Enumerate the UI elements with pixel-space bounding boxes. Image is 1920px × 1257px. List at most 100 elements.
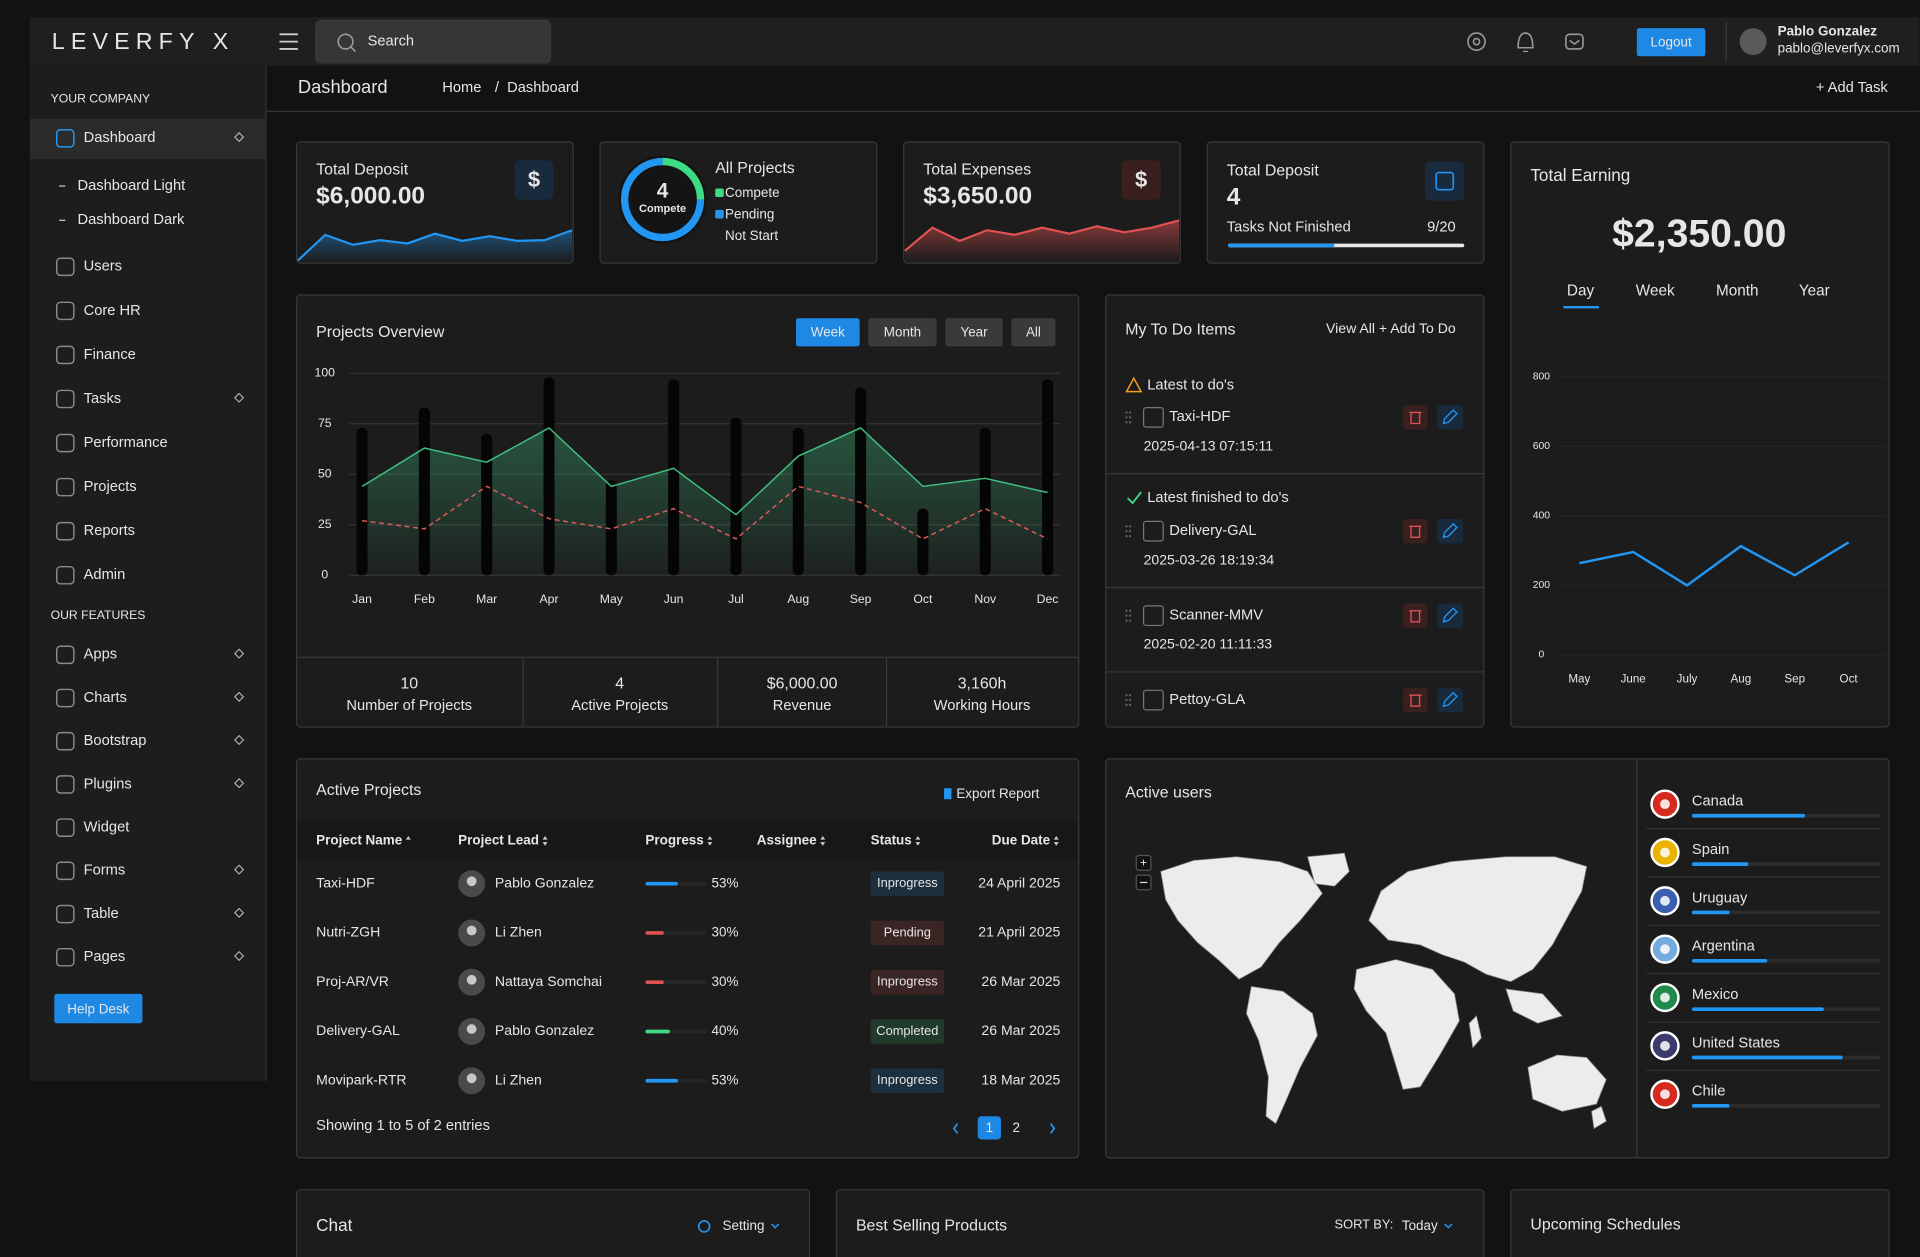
earning-tab[interactable]: Year bbox=[1799, 282, 1830, 299]
expand-arrow[interactable] bbox=[233, 392, 245, 403]
add-task[interactable]: + Add Task bbox=[1816, 80, 1889, 96]
filter-button[interactable] bbox=[868, 318, 937, 347]
nav-item[interactable]: Widget bbox=[84, 820, 130, 836]
bar bbox=[1042, 379, 1054, 576]
filter-label[interactable]: Month bbox=[884, 324, 921, 339]
nav-item[interactable]: Apps bbox=[84, 647, 117, 663]
page-number[interactable]: 1 bbox=[986, 1120, 993, 1135]
sort-arrows bbox=[542, 835, 548, 846]
earning-tab[interactable]: Day bbox=[1567, 282, 1595, 299]
edit-button[interactable] bbox=[1437, 405, 1464, 430]
next-page[interactable] bbox=[1049, 1123, 1056, 1134]
nav-item[interactable]: Bootstrap bbox=[84, 733, 147, 749]
nav-item[interactable]: Core HR bbox=[84, 303, 141, 319]
checkbox[interactable] bbox=[1142, 605, 1164, 627]
bar bbox=[418, 407, 430, 576]
delete-button[interactable] bbox=[1403, 405, 1428, 430]
expand-arrow[interactable] bbox=[233, 864, 245, 875]
logout-label[interactable]: Logout bbox=[1651, 34, 1692, 49]
search-box[interactable] bbox=[314, 19, 552, 64]
column-header[interactable]: Project Name bbox=[316, 832, 403, 847]
filter-button[interactable] bbox=[945, 318, 1003, 347]
expand-arrow[interactable] bbox=[233, 778, 245, 789]
status-label: Inprogress bbox=[877, 974, 938, 989]
sort-value[interactable]: Today bbox=[1402, 1218, 1438, 1233]
nav-item[interactable]: Reports bbox=[84, 523, 135, 539]
nav-item[interactable]: Charts bbox=[84, 690, 127, 706]
nav-item[interactable]: Forms bbox=[84, 863, 126, 879]
filter-button[interactable] bbox=[1011, 318, 1056, 347]
drag-handle bbox=[1125, 698, 1128, 702]
delete-button[interactable] bbox=[1403, 687, 1428, 713]
column-header[interactable]: Due Date bbox=[992, 832, 1051, 847]
expand-arrow[interactable] bbox=[233, 648, 245, 659]
prev-page[interactable] bbox=[952, 1123, 959, 1134]
zoom-in[interactable]: + bbox=[1140, 856, 1147, 870]
setting-link[interactable]: Setting bbox=[723, 1218, 765, 1233]
expand-arrow[interactable] bbox=[233, 131, 245, 143]
nav-item[interactable]: Table bbox=[84, 906, 119, 922]
sort-arrows bbox=[405, 835, 411, 840]
page-active[interactable] bbox=[977, 1116, 1002, 1140]
delete-button[interactable] bbox=[1403, 603, 1428, 628]
drag-handle bbox=[1129, 698, 1132, 702]
notifications-icon[interactable] bbox=[1517, 32, 1534, 53]
filter-label[interactable]: Week bbox=[811, 324, 845, 339]
column-header[interactable]: Status bbox=[871, 832, 912, 847]
earning-tab[interactable]: Week bbox=[1636, 282, 1675, 299]
edit-button[interactable] bbox=[1437, 518, 1464, 544]
nav-item[interactable]: Users bbox=[84, 259, 122, 275]
delete-button[interactable] bbox=[1403, 518, 1428, 544]
progress-bar bbox=[645, 1029, 670, 1034]
nav-item[interactable]: Finance bbox=[84, 347, 136, 363]
map-zoom[interactable]: + bbox=[1135, 854, 1152, 891]
search-placeholder[interactable]: Search bbox=[368, 33, 414, 49]
help-desk-label[interactable]: Help Desk bbox=[67, 1001, 129, 1016]
todo-links[interactable]: View All + Add To Do bbox=[1326, 320, 1456, 336]
filter-label[interactable]: Year bbox=[960, 324, 988, 339]
page-number[interactable]: 2 bbox=[1013, 1120, 1020, 1135]
nav-item[interactable]: Dashboard bbox=[84, 130, 156, 146]
edit-button[interactable] bbox=[1437, 603, 1464, 628]
expand-arrow[interactable] bbox=[233, 691, 245, 702]
users-bar bbox=[1691, 958, 1768, 963]
logout-button[interactable] bbox=[1636, 28, 1706, 57]
column-header[interactable]: Progress bbox=[645, 832, 703, 847]
filter-label[interactable]: All bbox=[1026, 324, 1041, 339]
nav-icon bbox=[55, 818, 75, 837]
sidebar bbox=[29, 66, 267, 1081]
nav-item[interactable]: Admin bbox=[84, 567, 126, 583]
messages-icon[interactable] bbox=[1565, 33, 1584, 50]
nav-item[interactable]: Plugins bbox=[84, 776, 132, 792]
progress-label: 53% bbox=[712, 875, 739, 890]
settings-icon[interactable] bbox=[1467, 32, 1486, 51]
country-name: Uruguay bbox=[1692, 890, 1748, 906]
column-header[interactable]: Assignee bbox=[757, 832, 817, 847]
edit-button[interactable] bbox=[1437, 687, 1464, 713]
breadcrumb-item[interactable]: Home bbox=[442, 80, 481, 96]
earning-tab[interactable]: Month bbox=[1716, 282, 1758, 299]
checkbox[interactable] bbox=[1142, 689, 1164, 711]
nav-subitem[interactable]: Dashboard Light bbox=[78, 178, 186, 194]
users-bar bbox=[1691, 1104, 1730, 1108]
nav-item[interactable]: Pages bbox=[84, 949, 126, 965]
nav-subitem[interactable]: Dashboard Dark bbox=[78, 212, 185, 228]
help-desk-button[interactable] bbox=[54, 993, 143, 1024]
todo-name: Delivery-GAL bbox=[1169, 523, 1256, 539]
user-avatar[interactable] bbox=[1739, 28, 1767, 56]
hamburger[interactable] bbox=[279, 33, 298, 50]
checkbox[interactable] bbox=[1142, 406, 1164, 428]
nav-item[interactable]: Projects bbox=[84, 479, 137, 495]
filter-button[interactable] bbox=[795, 318, 860, 347]
export-link[interactable]: Export Report bbox=[956, 786, 1039, 801]
summary-value: 4 bbox=[615, 675, 624, 692]
expand-arrow[interactable] bbox=[233, 950, 245, 962]
nav-item[interactable]: Performance bbox=[84, 435, 168, 451]
expand-arrow[interactable] bbox=[233, 907, 245, 918]
trash-icon bbox=[1409, 610, 1422, 623]
expand-arrow[interactable] bbox=[233, 734, 245, 746]
column-header[interactable]: Project Lead bbox=[458, 832, 539, 847]
nav-item[interactable]: Tasks bbox=[84, 391, 122, 407]
flag-detail bbox=[1660, 895, 1670, 906]
checkbox[interactable] bbox=[1142, 520, 1164, 542]
